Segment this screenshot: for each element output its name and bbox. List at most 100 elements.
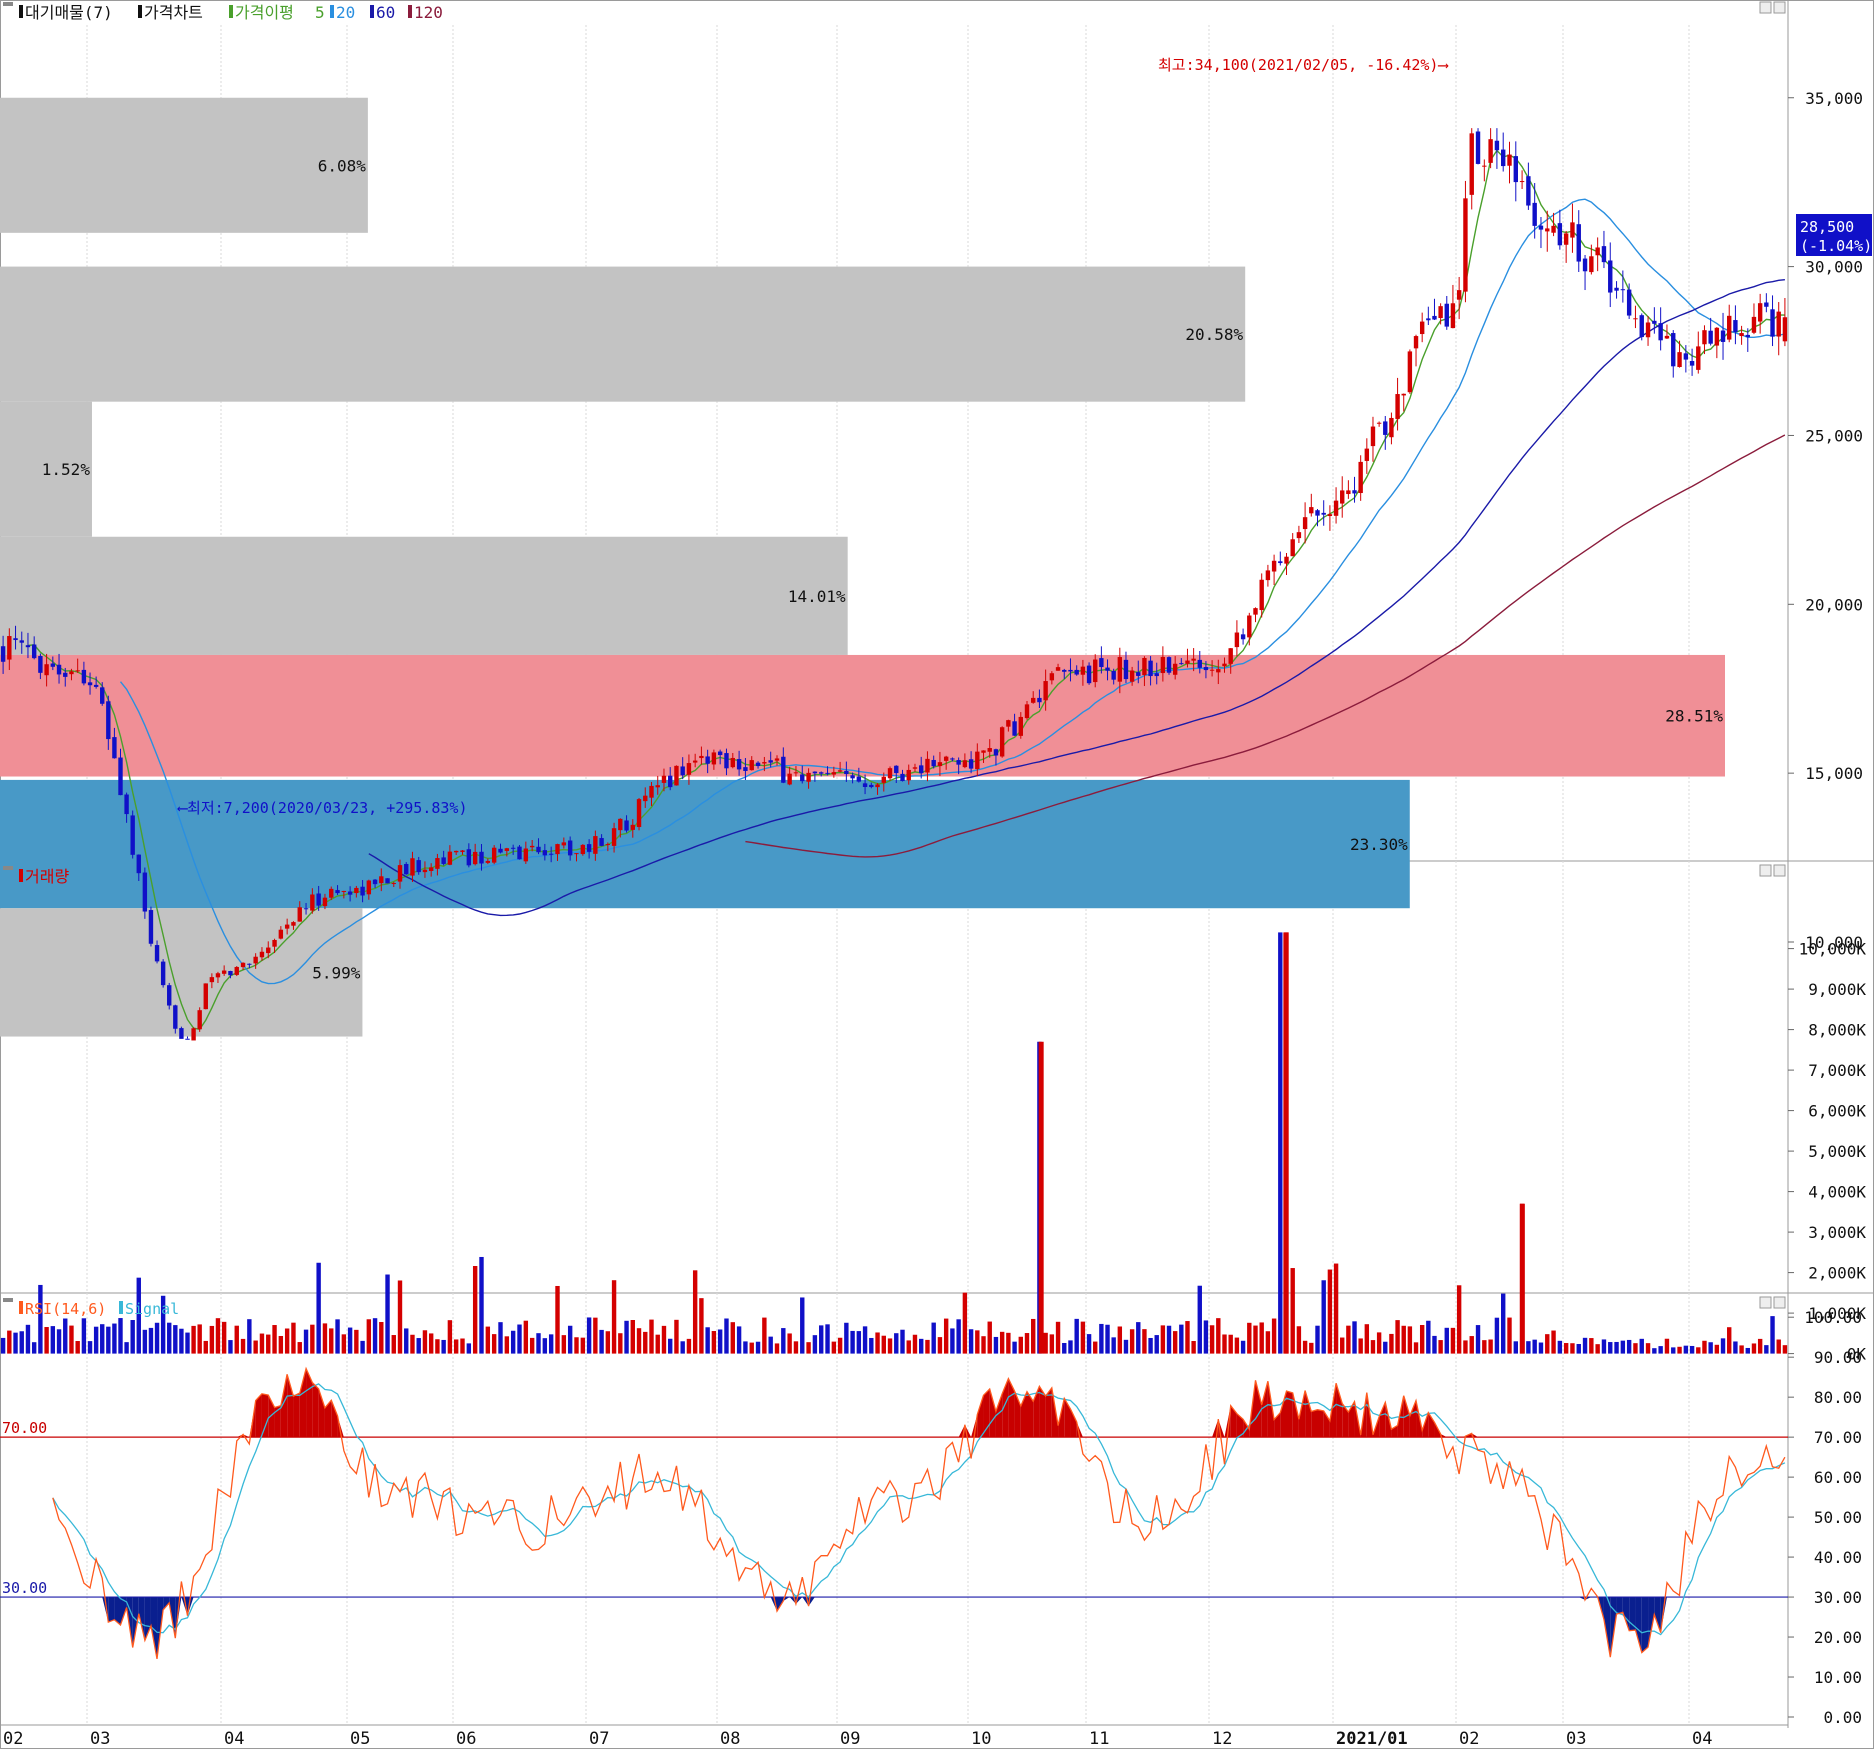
volume-bar	[154, 1322, 160, 1354]
candle-body	[1383, 421, 1388, 435]
current-price: 28,500	[1800, 218, 1854, 236]
candle-body	[624, 820, 629, 831]
candle-body	[1683, 353, 1689, 360]
candle-body	[586, 844, 592, 852]
volume-bar	[1589, 1338, 1594, 1354]
candle-body	[410, 858, 415, 876]
volume-bar	[1432, 1335, 1437, 1354]
close-icon[interactable]	[1773, 1, 1786, 14]
rsi-overbought-fill	[1342, 1403, 1349, 1438]
panel-handle-icon[interactable]	[3, 2, 13, 6]
volume-bar	[1271, 1318, 1277, 1354]
candle-body	[1055, 667, 1061, 671]
legend-ma-120[interactable]: 120	[414, 3, 443, 22]
candle-body	[130, 815, 135, 855]
candle-body	[1501, 149, 1506, 167]
volume-bar	[517, 1324, 522, 1354]
close-icon[interactable]	[1773, 1296, 1786, 1309]
minimize-icon[interactable]	[1759, 864, 1772, 877]
volume-profile-bar	[0, 536, 848, 655]
rsi-overbought-fill	[1243, 1419, 1250, 1438]
legend-volume-profile[interactable]: 대기매물(7)	[25, 3, 113, 22]
volume-bar	[1290, 1268, 1295, 1354]
legend-price-chart[interactable]: 가격차트	[144, 3, 203, 22]
candle-body	[1488, 139, 1493, 163]
volume-bar	[1782, 1345, 1788, 1354]
candle-body	[1576, 224, 1581, 262]
rsi-oversold-fill	[144, 1597, 151, 1641]
volume-bar	[593, 1317, 598, 1354]
volume-bar	[1671, 1347, 1676, 1354]
rsi-panel-buttons	[1759, 1296, 1786, 1309]
volume-bar	[1117, 1326, 1123, 1354]
candle-body	[1222, 663, 1227, 667]
rsi-overbought-fill	[1008, 1378, 1015, 1438]
rsi-overbought-fill	[299, 1368, 307, 1438]
candle-body	[498, 848, 503, 853]
candle-body	[7, 636, 12, 660]
volume-tick-label: 1,000K	[1808, 1304, 1866, 1323]
panel-handle-icon[interactable]	[3, 1298, 13, 1302]
legend-ma-5[interactable]: 5	[315, 3, 325, 22]
rsi-oversold-fill	[114, 1597, 121, 1625]
volume-bar	[1240, 1340, 1246, 1354]
candle-body	[1093, 659, 1098, 683]
candle-body	[203, 983, 208, 1010]
x-tick-label: 09	[840, 1729, 860, 1749]
rsi-overbought-fill	[1311, 1409, 1318, 1438]
volume-bar	[1413, 1342, 1419, 1354]
volume-bar	[1389, 1333, 1394, 1354]
rsi-oversold-fill	[1616, 1597, 1623, 1615]
candle-body	[1658, 323, 1663, 341]
candle-body	[215, 973, 221, 978]
volume-bar	[185, 1332, 190, 1354]
legend-ma-60[interactable]: 60	[376, 3, 395, 22]
volume-bar	[586, 1317, 592, 1354]
panel-handle-icon[interactable]	[3, 866, 13, 870]
rsi-oversold-fill	[181, 1597, 188, 1616]
minimize-icon[interactable]	[1759, 1, 1772, 14]
candle-body	[580, 844, 586, 855]
volume-bar	[975, 1330, 980, 1354]
volume-bar	[13, 1332, 18, 1354]
minimize-icon[interactable]	[1759, 1296, 1772, 1309]
volume-bar	[397, 1280, 403, 1354]
legend-rsi[interactable]: RSI(14,6)	[25, 1300, 106, 1318]
close-icon[interactable]	[1773, 864, 1786, 877]
candle-body	[209, 977, 215, 983]
candle-body	[1203, 667, 1209, 671]
candle-body	[1664, 335, 1670, 339]
volume-bar	[806, 1342, 811, 1354]
x-tick-label: 11	[1089, 1729, 1109, 1749]
legend-signal[interactable]: Signal	[125, 1300, 179, 1318]
volume-bar	[1203, 1320, 1209, 1354]
volume-peak-bar	[1283, 932, 1289, 1354]
candle-body	[567, 840, 573, 856]
candle-body	[447, 851, 453, 865]
rsi-overbought-fill	[280, 1374, 288, 1438]
volume-bar	[1376, 1332, 1382, 1354]
volume-profile-bar	[0, 97, 368, 233]
candle-body	[347, 891, 353, 895]
candle-body	[1290, 539, 1295, 557]
volume-bar	[561, 1335, 567, 1354]
volume-bar	[1745, 1347, 1750, 1354]
volume-bar	[668, 1338, 673, 1354]
volume-bar	[768, 1336, 773, 1354]
volume-bar	[661, 1325, 667, 1354]
legend-volume[interactable]: 거래량	[25, 867, 69, 886]
legend-ma-label[interactable]: 가격이평	[235, 3, 294, 22]
volume-bar	[1105, 1324, 1110, 1354]
candle-body	[1228, 648, 1233, 664]
volume-profile-bar	[0, 908, 363, 1037]
legend-ma-20[interactable]: 20	[336, 3, 355, 22]
volume-profile-label: 5.99%	[312, 963, 361, 982]
volume-bar	[1764, 1345, 1769, 1354]
candle-body	[1136, 672, 1141, 676]
volume-bar	[925, 1339, 930, 1354]
volume-bar	[906, 1340, 911, 1354]
rsi-overbought-fill	[1379, 1402, 1386, 1438]
candle-body	[38, 655, 43, 673]
volume-bar	[555, 1285, 560, 1354]
volume-bar	[167, 1322, 172, 1354]
